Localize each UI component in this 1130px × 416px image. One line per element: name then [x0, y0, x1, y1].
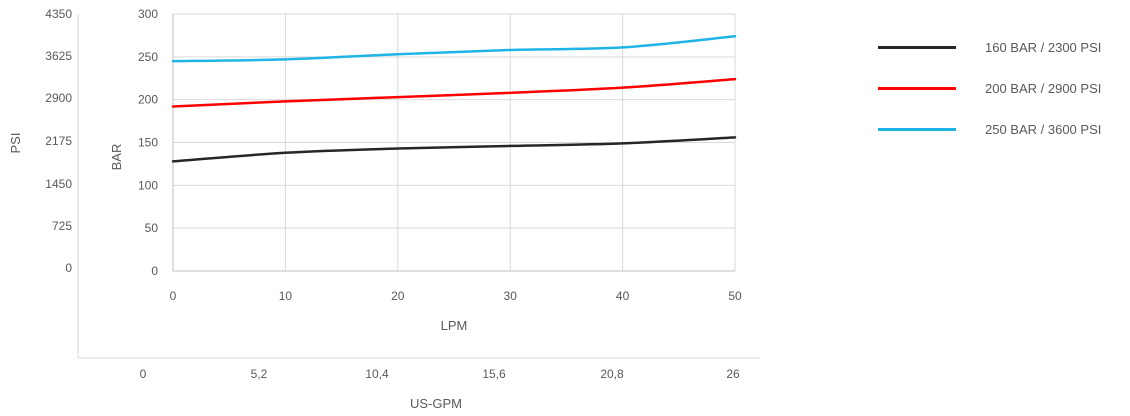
- legend-item: 250 BAR / 3600 PSI: [878, 118, 1101, 140]
- y-tick-label: 0: [151, 264, 158, 278]
- legend-label: 160 BAR / 2300 PSI: [985, 39, 1102, 55]
- y-tick-label: 300: [138, 7, 158, 21]
- legend-swatch: [878, 127, 956, 131]
- y-tick-label: 100: [138, 178, 158, 192]
- psi-axis: 0 725 1450 2175 2900 3625 4350: [45, 7, 72, 275]
- legend: 160 BAR / 2300 PSI 200 BAR / 2900 PSI 25…: [878, 36, 1101, 159]
- psi-tick-label: 2175: [45, 134, 72, 148]
- gpm-axis: 0 5,2 10,4 15,6 20,8 26: [140, 367, 740, 381]
- y-tick-label: 250: [138, 50, 158, 64]
- gpm-tick-label: 0: [140, 367, 147, 381]
- series-lines: [171, 35, 737, 163]
- legend-item: 160 BAR / 2300 PSI: [878, 36, 1101, 58]
- gpm-tick-label: 5,2: [251, 367, 268, 381]
- x-tick-label: 10: [279, 289, 293, 303]
- x-tick-label: 50: [728, 289, 742, 303]
- legend-swatch: [878, 45, 956, 49]
- x-tick-label: 20: [391, 289, 405, 303]
- y-tick-label: 200: [138, 93, 158, 107]
- plot-frame: [77, 14, 760, 359]
- grid: [173, 13, 736, 271]
- psi-axis-title: PSI: [8, 133, 23, 154]
- legend-item: 200 BAR / 2900 PSI: [878, 77, 1101, 99]
- gpm-tick-label: 10,4: [365, 367, 389, 381]
- x-tick-label: 0: [170, 289, 177, 303]
- gpm-axis-title: US-GPM: [410, 396, 462, 411]
- psi-tick-label: 2900: [45, 91, 72, 105]
- legend-label: 200 BAR / 2900 PSI: [985, 80, 1102, 96]
- legend-swatch: [878, 86, 956, 90]
- gpm-tick-label: 15,6: [482, 367, 506, 381]
- bar-axis: 0 50 100 150 200 250 300: [138, 7, 158, 278]
- x-tick-label: 30: [504, 289, 518, 303]
- psi-tick-label: 1450: [45, 177, 72, 191]
- lpm-axis-title: LPM: [441, 318, 468, 333]
- y-tick-label: 150: [138, 136, 158, 150]
- legend-label: 250 BAR / 3600 PSI: [985, 121, 1102, 137]
- psi-tick-label: 725: [52, 219, 72, 233]
- psi-tick-label: 3625: [45, 49, 72, 63]
- x-tick-label: 40: [616, 289, 630, 303]
- gpm-tick-label: 20,8: [600, 367, 624, 381]
- series-line: [171, 77, 737, 108]
- bar-axis-title: BAR: [109, 144, 124, 171]
- series-line: [171, 136, 737, 163]
- lpm-axis: 0 10 20 30 40 50: [170, 289, 742, 303]
- psi-tick-label: 4350: [45, 7, 72, 21]
- gpm-tick-label: 26: [726, 367, 740, 381]
- series-line: [171, 35, 737, 63]
- y-tick-label: 50: [145, 221, 159, 235]
- psi-tick-label: 0: [65, 261, 72, 275]
